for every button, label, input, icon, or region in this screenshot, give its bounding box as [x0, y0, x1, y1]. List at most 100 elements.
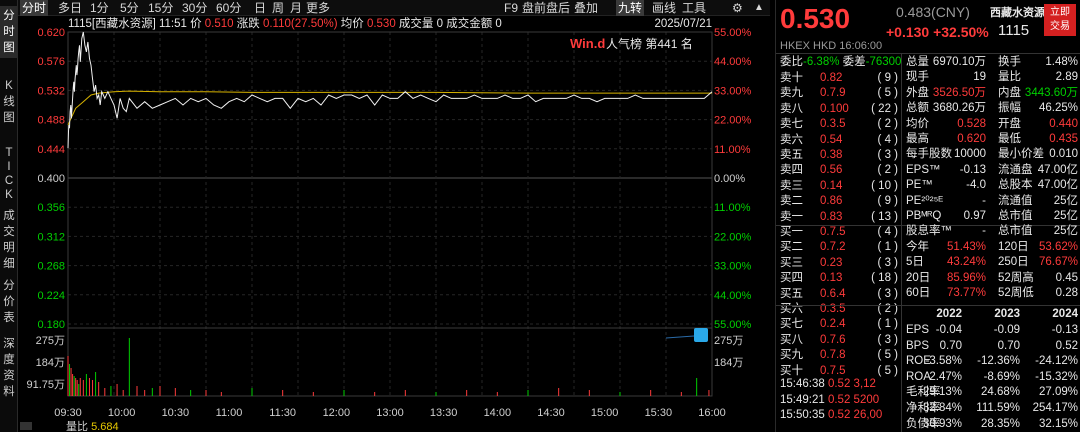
- tool-btn-0[interactable]: F9: [504, 1, 519, 15]
- book-volume: ( 10 ): [871, 179, 898, 192]
- book-price: 0.23: [820, 256, 843, 269]
- period-tab-2[interactable]: 1分: [90, 1, 109, 15]
- period-tab-10[interactable]: 更多: [306, 1, 331, 15]
- fin-value: 24.68%: [980, 386, 1020, 399]
- trade-now-button[interactable]: 立即 交易: [1044, 4, 1076, 36]
- pct-tick-6: 11.00%: [714, 202, 751, 214]
- info-amt-label: 成交金额: [443, 16, 495, 30]
- stat-row-0: 总量 6970.10万 换手 1.48%: [906, 56, 1078, 69]
- stat-label: 最高: [906, 133, 929, 145]
- pct-tick-0: 55.00%: [714, 27, 752, 39]
- vol-tick-left-1: 184万: [36, 357, 65, 369]
- stat-label: 量比: [998, 71, 1021, 84]
- x-tick-8: 14:00: [484, 407, 512, 419]
- stat-label: 现手: [906, 71, 929, 84]
- stat-value: 47.00亿: [1037, 163, 1078, 176]
- fin-value: -12.36%: [977, 355, 1020, 368]
- info-vol: 0: [437, 18, 443, 30]
- quote-change: +0.130 +32.50%: [886, 24, 989, 40]
- pct-tick-4: 11.00%: [714, 144, 751, 156]
- period-tab-0[interactable]: 分时: [20, 0, 49, 16]
- period-tab-7[interactable]: 日: [254, 1, 267, 15]
- fin-year-0: 2022: [936, 308, 962, 320]
- fin-value: 0.52: [1055, 339, 1078, 352]
- tool-btn-3[interactable]: 九转: [616, 0, 645, 16]
- period-tab-5[interactable]: 30分: [182, 1, 208, 15]
- period-tab-8[interactable]: 周: [272, 1, 285, 15]
- pct-tick-10: 55.00%: [714, 319, 752, 331]
- tool-btn-5[interactable]: 工具: [682, 1, 707, 15]
- period-tab-4[interactable]: 15分: [148, 1, 174, 15]
- ask-row-1: 卖九 0.7.9 ( 5 ): [780, 87, 898, 100]
- y-tick-7: 0.312: [37, 231, 65, 243]
- y-tick-2: 0.532: [37, 85, 65, 97]
- book-level-label: 卖四: [780, 164, 803, 177]
- tool-btn-1[interactable]: 盘前盘后: [522, 1, 571, 15]
- quote-panel: 0.530 0.483(CNY) 西藏水资源 +0.130 +32.50% 1115 立即…: [775, 0, 1080, 432]
- stat-value: 0.28: [1055, 287, 1078, 299]
- x-tick-2: 10:30: [162, 407, 190, 419]
- stat-label: 今年: [906, 240, 929, 253]
- x-tick-3: 11:00: [216, 407, 243, 419]
- vtab-char: 线: [3, 96, 15, 108]
- x-tick-9: 14:30: [537, 407, 565, 419]
- tick-time: 15:46:38: [780, 378, 828, 390]
- quote-name: 西藏水资源: [990, 7, 1045, 19]
- fin-value: -0.09: [993, 324, 1020, 336]
- y-tick-0: 0.620: [37, 27, 65, 39]
- vtab-char: 深: [3, 338, 15, 350]
- book-volume: ( 4 ): [877, 226, 898, 238]
- fin-row-5: 净利率 32.84% 111.59% 254.17%: [906, 402, 1078, 415]
- tool-btn-4[interactable]: 画线: [652, 1, 677, 15]
- period-tab-3[interactable]: 5分: [120, 1, 139, 15]
- book-level-label: 卖六: [780, 133, 803, 146]
- y-tick-10: 0.180: [37, 319, 65, 331]
- stat-value: 3443.60万: [1024, 86, 1078, 99]
- fin-label: BPS: [906, 339, 930, 352]
- book-price: 0.7.2: [820, 241, 846, 254]
- stats-divider: [776, 305, 1080, 306]
- info-avg: 0.530: [367, 18, 396, 30]
- tick-price: 0.52: [827, 409, 854, 421]
- collapse-up-icon[interactable]: ▲: [754, 2, 764, 13]
- vtab-3[interactable]: 成交明细: [0, 206, 18, 274]
- book-level-label: 卖七: [780, 118, 803, 131]
- vol-tick-left-0: 275万: [36, 335, 65, 347]
- stat-value: 46.25%: [1038, 102, 1078, 115]
- vtab-char: 度: [3, 354, 15, 366]
- info-amt: 0: [495, 18, 501, 30]
- vtab-4[interactable]: 分价表: [0, 276, 18, 328]
- period-tab-9[interactable]: 月: [290, 1, 303, 15]
- book-price: 0.14: [820, 179, 843, 192]
- vtab-5[interactable]: 深度资料: [0, 334, 18, 402]
- book-level-label: 买八: [780, 333, 803, 346]
- pct-tick-5: 0.00%: [714, 173, 745, 185]
- book-level-label: 买五: [780, 287, 803, 300]
- stat-value: 3526.50万: [932, 86, 986, 99]
- book-level-label: 卖十: [780, 72, 803, 84]
- tool-btn-2[interactable]: 叠加: [574, 1, 599, 15]
- book-volume: ( 3 ): [877, 149, 898, 161]
- weibi-row: 委比-6.38% 委差-76300: [780, 56, 901, 69]
- tick-price: 0.52: [827, 393, 854, 406]
- intraday-chart-svg[interactable]: 1115[西藏水资源] 11:51 价 0.510 涨跌 0.110(27.50…: [18, 16, 770, 432]
- stat-row-14: 20日 85.96% 52周高 0.45: [906, 272, 1078, 285]
- fin-row-1: BPS 0.70 0.70 0.52: [906, 340, 1078, 353]
- period-tab-1[interactable]: 多日: [58, 1, 83, 15]
- stat-value: 25亿: [1053, 210, 1078, 222]
- vtab-0[interactable]: 分时图: [0, 6, 18, 58]
- book-level-label: 卖二: [780, 195, 803, 208]
- x-tick-10: 15:00: [591, 407, 619, 419]
- stat-value: 25亿: [1053, 194, 1078, 207]
- stat-label: 250日: [998, 256, 1029, 269]
- tick-time: 15:49:21: [780, 393, 828, 406]
- fin-value: 29.13%: [922, 386, 962, 399]
- fin-label: ROA: [906, 370, 931, 383]
- period-tab-6[interactable]: 60分: [216, 1, 242, 15]
- vtab-char: 明: [3, 242, 15, 254]
- settings-gear-icon[interactable]: ⚙: [732, 1, 743, 15]
- intraday-chart[interactable]: 1115[西藏水资源] 11:51 价 0.510 涨跌 0.110(27.50…: [18, 16, 770, 432]
- stat-label: 总额: [906, 102, 929, 115]
